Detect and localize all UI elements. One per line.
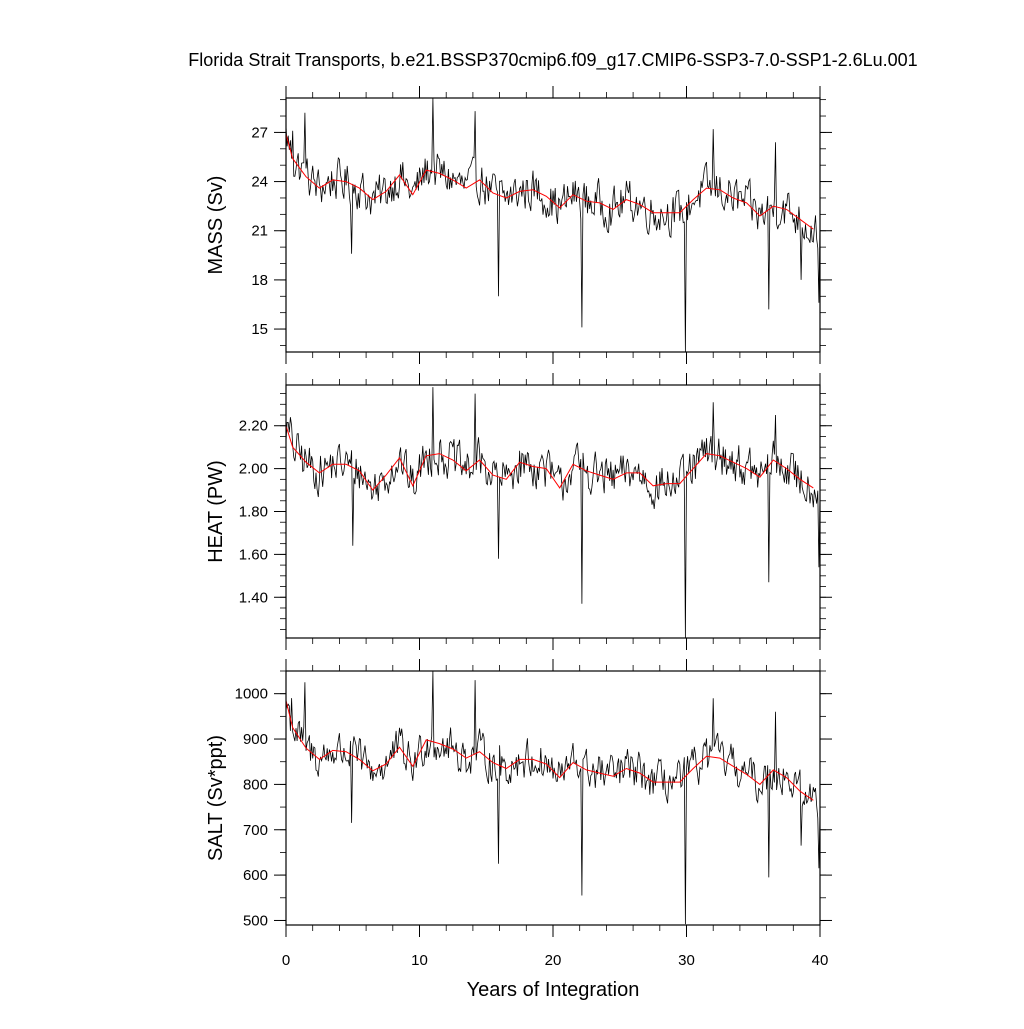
chart-title: Florida Strait Transports, b.e21.BSSP370… [188, 50, 917, 71]
y-tick-label: 800 [243, 776, 268, 793]
y-tick-label: 21 [251, 223, 268, 240]
y-axis-title: SALT (Sv*ppt) [205, 735, 227, 861]
panel-0: 15 18 21 24 27 MASS (Sv) [205, 86, 832, 364]
annual-mean-line [285, 425, 814, 491]
y-tick-label: 700 [243, 822, 268, 839]
x-tick-label: 40 [812, 952, 829, 969]
y-tick-label: 27 [251, 124, 268, 141]
y-tick-label: 18 [251, 272, 268, 289]
panel-2: 500 600 700 800 900 1000 SALT (Sv*ppt) [205, 659, 832, 937]
x-axis-title: Years of Integration [467, 979, 640, 1001]
monthly-series-line [285, 387, 821, 639]
x-tick-label: 0 [282, 952, 290, 969]
y-axis-title: MASS (Sv) [205, 176, 227, 275]
y-tick-label: 500 [243, 912, 268, 929]
panel-frame [285, 97, 821, 353]
y-tick-label: 2.20 [239, 418, 268, 435]
y-tick-label: 600 [243, 867, 268, 884]
panel-1: 1.40 1.60 1.80 2.00 2.20 HEAT (PW) [205, 373, 832, 650]
annual-mean-line [285, 133, 814, 230]
panel-frame [285, 670, 821, 926]
y-tick-label: 1000 [235, 686, 268, 703]
x-tick-label: 10 [411, 952, 428, 969]
y-tick-label: 1.40 [239, 589, 268, 606]
y-axis-title: HEAT (PW) [205, 460, 227, 563]
x-tick-label: 20 [545, 952, 562, 969]
annual-mean-line [285, 700, 814, 801]
y-tick-label: 1.80 [239, 504, 268, 521]
y-tick-label: 900 [243, 731, 268, 748]
y-tick-label: 1.60 [239, 546, 268, 563]
y-tick-label: 15 [251, 321, 268, 338]
y-tick-label: 24 [251, 174, 268, 191]
monthly-series-line [285, 670, 821, 925]
y-tick-label: 2.00 [239, 461, 268, 478]
monthly-series-line [285, 97, 821, 353]
panel-frame [285, 384, 821, 639]
x-tick-label: 30 [678, 952, 695, 969]
